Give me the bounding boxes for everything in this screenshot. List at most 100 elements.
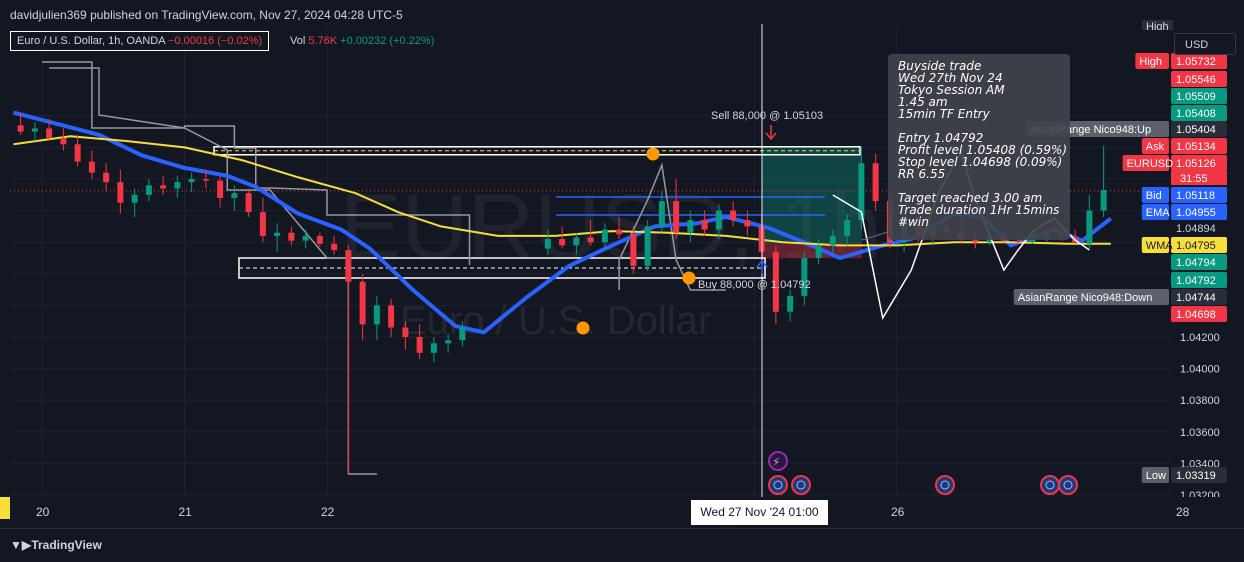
- candle-body: [687, 220, 694, 233]
- lightning-glyph: ⚡: [772, 455, 780, 469]
- price-tag-label: 1.04955: [1176, 207, 1216, 219]
- price-tag-label: 1.03319: [1176, 470, 1216, 482]
- candle-body: [302, 235, 309, 241]
- sell-arrow-icon: [765, 125, 777, 141]
- candle-body: [644, 226, 651, 266]
- price-side-tag-bg: [1135, 53, 1169, 69]
- candle-body: [673, 201, 680, 233]
- candle-body: [88, 161, 95, 173]
- time-tick-label: 28: [1176, 505, 1190, 519]
- candle-body: [274, 232, 281, 236]
- price-tag-bg: [1171, 237, 1227, 253]
- candle-body: [46, 128, 53, 138]
- candle-body: [730, 210, 737, 221]
- candle-body: [416, 337, 423, 353]
- candle-body: [829, 235, 836, 246]
- note-connector: [861, 231, 889, 241]
- wma-line: [13, 135, 1111, 247]
- candle-body: [316, 235, 323, 244]
- candle-body: [288, 232, 295, 241]
- candle-body: [601, 229, 608, 243]
- symbol-legend[interactable]: Euro / U.S. Dollar, 1h, OANDA −0.00016 (…: [10, 31, 270, 51]
- price-side-tag-bg: [1141, 237, 1169, 253]
- event-globe-icon-inner: [1063, 480, 1073, 490]
- candle-body: [231, 193, 238, 198]
- candle-body: [131, 194, 138, 203]
- price-tag-bg: [1171, 272, 1227, 288]
- candle-body: [744, 220, 751, 227]
- buy-arrow-icon: [756, 259, 768, 274]
- countdown-bg: [1171, 171, 1227, 185]
- candle-body: [544, 239, 551, 249]
- candle-body: [815, 245, 822, 258]
- candle-body: [972, 239, 979, 243]
- time-tick-label: 21: [179, 505, 193, 519]
- price-tag-label: 1.04795: [1176, 240, 1216, 252]
- symbol-name: Euro / U.S. Dollar, 1h, OANDA: [17, 35, 165, 47]
- price-tag-label: 1.04792: [1176, 275, 1216, 287]
- candle-body: [559, 239, 566, 246]
- event-us-flag-icon: [791, 475, 811, 495]
- price-side-tag-label: EMA: [1146, 207, 1171, 219]
- currency-button[interactable]: USD: [1174, 33, 1236, 55]
- time-axis-bg: [0, 497, 1244, 528]
- pivot-dot: [576, 321, 590, 335]
- candle-body: [858, 163, 865, 221]
- countdown-label: 31:55: [1180, 173, 1208, 185]
- price-side-tag-label: AsianRange Nico948:Down: [1018, 292, 1153, 304]
- price-tag-bg: [1171, 187, 1227, 203]
- candle-body: [630, 234, 637, 266]
- event-globe-icon-inner: [773, 480, 783, 490]
- watermark-ticker: EURUSD, 1h: [340, 176, 882, 278]
- trade-note[interactable]: Buyside trade Wed 27th Nov 24 Tokyo Sess…: [888, 54, 1070, 240]
- time-axis-start-marker: [0, 497, 10, 519]
- publisher-line: davidjulien369 published on TradingView.…: [10, 8, 403, 22]
- candle-body: [217, 180, 224, 198]
- price-tag-label: 1.05732: [1176, 56, 1216, 68]
- lightning-event-icon: [768, 451, 788, 471]
- candle-body: [373, 305, 380, 325]
- price-side-tag-label: Bid: [1146, 190, 1162, 202]
- candle-body: [658, 201, 665, 227]
- price-tag-label: 1.05408: [1176, 108, 1216, 120]
- price-tag-bg: [1171, 71, 1227, 87]
- price-tag-label: 1.05546: [1176, 74, 1216, 86]
- price-side-tag-bg: [1013, 289, 1169, 305]
- pivot-dot: [682, 271, 696, 285]
- time-axis: 20212225262829Dec: [0, 497, 1244, 528]
- candle-body: [188, 179, 195, 183]
- crosshair-time-label: Wed 27 Nov '24 01:00: [691, 500, 828, 525]
- candle-body: [359, 281, 366, 325]
- candle-body: [715, 210, 722, 230]
- top-bar: davidjulien369 published on TradingView.…: [0, 0, 1244, 34]
- sell-annotation: Sell 88,000 @ 1.05103: [711, 110, 823, 122]
- candle-body: [202, 179, 209, 181]
- price-tick-label: 1.04200: [1180, 332, 1220, 344]
- candle-body: [74, 144, 81, 162]
- price-tag-bg: [1171, 289, 1227, 305]
- candle-body: [145, 185, 152, 195]
- price-side-tag-bg: [1141, 467, 1169, 483]
- price-tag-bg: [1171, 306, 1227, 322]
- event-us-flag-icon-inner: [796, 480, 806, 490]
- candle-body: [31, 128, 38, 132]
- event-globe-icon: [768, 475, 788, 495]
- tradingview-logo[interactable]: ▼▶ TradingView: [10, 538, 102, 552]
- price-side-tag-label: Low: [1146, 470, 1166, 482]
- brand-label: TradingView: [31, 538, 102, 552]
- price-tag-label: 1.04698: [1176, 309, 1216, 321]
- price-side-tag-bg: [1141, 187, 1169, 203]
- candle-body: [1029, 239, 1036, 243]
- volume-change: +0.00232 (+0.22%): [340, 35, 435, 47]
- time-tick-label: 26: [891, 505, 905, 519]
- candle-body: [587, 237, 594, 243]
- price-tag-label: 1.05404: [1176, 124, 1216, 136]
- price-tag-bg: [1171, 204, 1227, 220]
- volume-legend[interactable]: Vol 5.76K +0.00232 (+0.22%): [290, 35, 434, 47]
- candle-body: [245, 193, 252, 213]
- symbol-change: −0.00016 (−0.02%): [168, 35, 263, 47]
- candle-body: [616, 229, 623, 235]
- candle-body: [459, 327, 466, 341]
- candle-body: [259, 212, 266, 236]
- candle-body: [573, 237, 580, 246]
